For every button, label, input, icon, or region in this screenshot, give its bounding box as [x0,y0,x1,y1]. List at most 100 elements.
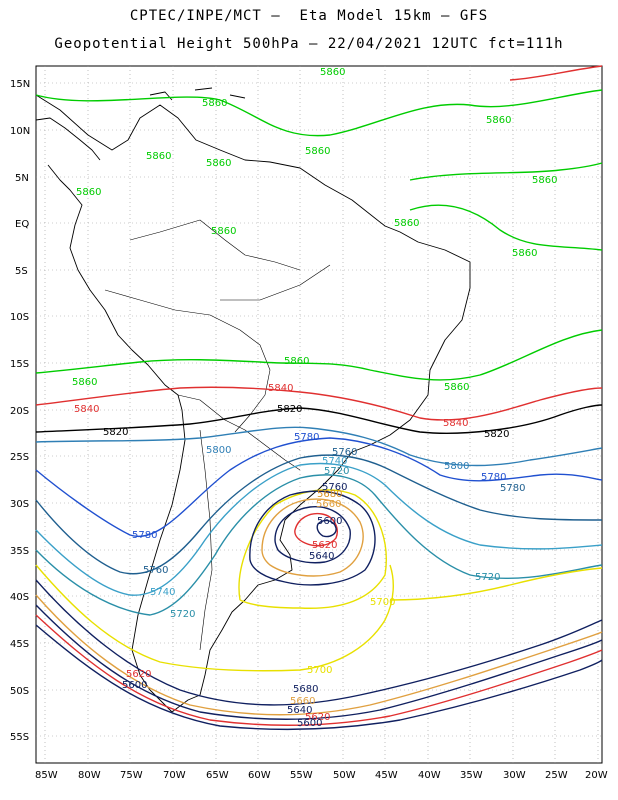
contour-5860-south [35,329,603,381]
label-5720-a: 5720 [324,466,349,477]
label-5840-a: 5840 [268,383,293,394]
label-5860-g: 5860 [532,175,557,186]
contour-lines [35,65,603,731]
label-5700-b: 5700 [307,665,332,676]
lat-label-50s: 50S [10,686,29,697]
lat-label-30s: 30S [10,499,29,510]
label-5600-a: 5600 [122,680,147,691]
lat-label-25s: 25S [10,452,29,463]
chart-title: CPTEC/INPE/MCT – Eta Model 15km – GFS [129,8,489,24]
contour-5780 [35,437,603,538]
label-5820-a: 5820 [277,404,302,415]
label-5780-c: 5780 [132,530,157,541]
label-5860-k: 5860 [512,248,537,259]
label-5840-b: 5840 [74,404,99,415]
label-5800-a: 5800 [206,445,231,456]
contour-5600 [35,519,603,731]
central-america-coast [35,117,101,161]
contour-5640 [35,506,603,720]
label-5860-i: 5860 [394,218,419,229]
coastline [35,87,471,713]
contour-5800 [35,426,603,467]
contour-5660 [35,498,603,716]
label-5860-f: 5860 [206,158,231,169]
label-5740-a: 5740 [322,456,347,467]
label-5860-l: 5860 [284,356,309,367]
label-5660-b: 5660 [290,696,315,707]
lat-label-20s: 20S [10,406,29,417]
label-5720-b: 5720 [475,572,500,583]
lat-label-15n: 15N [10,79,30,90]
label-5660-a: 5660 [316,499,341,510]
label-5780-d: 5780 [500,483,525,494]
lat-label-55s: 55S [10,732,29,743]
label-5840-c: 5840 [443,418,468,429]
label-5860-a: 5860 [320,67,345,78]
label-5860-m: 5860 [72,377,97,388]
label-5640-b: 5640 [287,705,312,716]
lat-label-40s: 40S [10,592,29,603]
label-5700-a: 5700 [370,597,395,608]
lat-tick-labels: 15N 10N 5N EQ 5S 10S 15S 20S 25S 30S 35S… [10,79,30,743]
contour-5860-eq [409,204,603,251]
contour-5840-ne [509,65,603,81]
label-5640-a: 5640 [309,551,334,562]
lat-label-5s: 5S [15,266,28,277]
contour-5820 [35,404,603,434]
lon-label-20w: 20W [585,770,608,781]
lon-tick-labels: 85W 80W 75W 70W 65W 60W 55W 50W 45W 40W … [35,770,608,781]
label-5860-e: 5860 [305,146,330,157]
label-5620-c: 5620 [305,712,330,723]
chart-subtitle: Geopotential Height 500hPa – 22/04/2021 … [54,36,564,52]
label-5680-a: 5680 [317,489,342,500]
label-5760-a: 5760 [332,447,357,458]
lon-label-70w: 70W [163,770,186,781]
label-5620-b: 5620 [126,669,151,680]
label-5780-b: 5780 [481,472,506,483]
map-frame [35,65,603,764]
label-5740-b: 5740 [150,587,175,598]
label-5860-h: 5860 [76,187,101,198]
label-5620-a: 5620 [312,540,337,551]
lon-label-35w: 35W [460,770,483,781]
contour-5760 [35,454,603,575]
country-borders [104,219,331,651]
lat-label-15s: 15S [10,359,29,370]
label-5720-c: 5720 [170,609,195,620]
label-5820-c: 5820 [484,429,509,440]
label-5760-c: 5760 [322,482,347,493]
lon-label-60w: 60W [248,770,271,781]
contour-5860-5n [409,162,603,181]
contour-labels: 5860 5860 5860 5860 5860 5860 5860 5860 … [72,67,557,729]
lon-label-25w: 25W [545,770,568,781]
label-5600-c: 5600 [317,516,342,527]
contour-5620 [35,512,603,726]
label-5680-b: 5680 [293,684,318,695]
lon-label-65w: 65W [206,770,229,781]
lat-label-10n: 10N [10,126,30,137]
south-america-coast [35,94,471,713]
lon-label-55w: 55W [290,770,313,781]
lat-label-5n: 5N [15,173,29,184]
label-5600-b: 5600 [297,718,322,729]
lon-label-40w: 40W [418,770,441,781]
lat-label-45s: 45S [10,639,29,650]
contour-5840 [35,386,603,421]
label-5760-b: 5760 [143,565,168,576]
contour-5860-north [35,89,603,137]
label-5860-b: 5860 [202,98,227,109]
lat-label-10s: 10S [10,312,29,323]
label-5860-j: 5860 [211,226,236,237]
contour-5700 [35,489,603,672]
lon-label-50w: 50W [333,770,356,781]
label-5800-b: 5800 [444,461,469,472]
label-5860-d: 5860 [146,151,171,162]
lon-label-80w: 80W [78,770,101,781]
label-5860-n: 5860 [444,382,469,393]
label-5820-b: 5820 [103,427,128,438]
contour-5720 [35,474,603,616]
contour-5740 [35,462,603,596]
lat-label-35s: 35S [10,546,29,557]
label-5860-c: 5860 [486,115,511,126]
label-5780-a: 5780 [294,432,319,443]
